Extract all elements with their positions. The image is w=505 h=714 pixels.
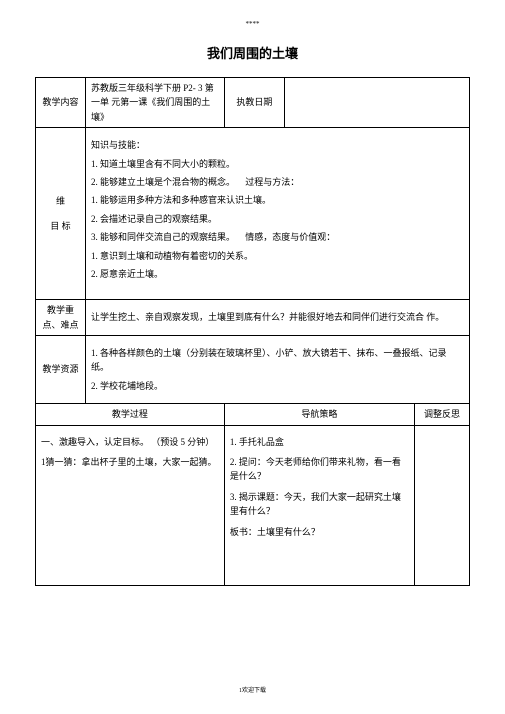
date-label: 执教日期 <box>224 78 284 128</box>
resource-content: 1. 各种各样颜色的土壤（分别装在玻璃杯里）、小铲、放大镜若干、抹布、一叠报纸、… <box>86 336 470 404</box>
process-label: 过程与方法： <box>245 177 299 187</box>
nav-content: 1. 手托礼品盒 2. 提问：今天老师给你们带来礼物，看一看是什么？ 3. 揭示… <box>224 425 414 585</box>
goal-item-5-text: 3. 能够和同伴交流自己的观察结果。 <box>91 232 235 242</box>
goals-label-2: 目 标 <box>41 219 80 233</box>
content-value: 苏教版三年级科学下册 P2- 3 第一单 元第一课《我们周围的土壤》 <box>86 78 225 128</box>
nav-item-1: 1. 手托礼品盒 <box>230 435 409 449</box>
goal-item-5: 3. 能够和同伴交流自己的观察结果。 情感，态度与价值观： <box>91 230 464 244</box>
goal-item-2-text: 2. 能够建立土壤是个混合物的概念。 <box>91 177 235 187</box>
nav-item-4: 板书：土壤里有什么？ <box>230 525 409 539</box>
nav-item-3: 3. 揭示课题：今天，我们大家一起研究土壤里有什么？ <box>230 490 409 519</box>
focus-content: 让学生挖土、亲自观察发现，土壤里到底有什么？并能很好地去和同伴们进行交流合 作。 <box>86 300 470 336</box>
goal-item-3: 1. 能够运用多种方法和多种感官来认识土壤。 <box>91 193 464 207</box>
goals-label-1: 维 <box>41 194 80 208</box>
goal-item-1: 1. 知道土壤里含有不同大小的颗粒。 <box>91 157 464 171</box>
resource-item-1: 1. 各种各样颜色的土壤（分别装在玻璃杯里）、小铲、放大镜若干、抹布、一叠报纸、… <box>91 346 464 375</box>
resource-label: 教学资源 <box>36 336 86 404</box>
process-content: 一、激趣导入，认定目标。 （预设 5 分钟） 1猜一猜：拿出杯子里的土壤，大家一… <box>36 425 225 585</box>
lesson-table: 教学内容 苏教版三年级科学下册 P2- 3 第一单 元第一课《我们周围的土壤》 … <box>35 77 470 586</box>
goals-content: 知识与技能： 1. 知道土壤里含有不同大小的颗粒。 2. 能够建立土壤是个混合物… <box>86 128 470 300</box>
header-process: 教学过程 <box>36 404 225 425</box>
adjust-content <box>415 425 470 585</box>
goal-item-4: 2. 会描述记录自己的观察结果。 <box>91 212 464 226</box>
header-nav: 导航策略 <box>224 404 414 425</box>
heading-knowledge: 知识与技能： <box>91 138 464 152</box>
goal-item-2: 2. 能够建立土壤是个混合物的概念。 过程与方法： <box>91 175 464 189</box>
process-step-2: 1猜一猜：拿出杯子里的土壤，大家一起猜。 <box>41 455 219 469</box>
focus-label: 教学重点、难点 <box>36 300 86 336</box>
goals-label: 维 目 标 <box>36 128 86 300</box>
attitude-label: 情感，态度与价值观： <box>245 232 335 242</box>
content-label: 教学内容 <box>36 78 86 128</box>
top-mark: **** <box>35 20 470 28</box>
nav-item-2: 2. 提问：今天老师给你们带来礼物，看一看是什么？ <box>230 455 409 484</box>
resource-item-2: 2. 学校花埔地段。 <box>91 379 464 393</box>
goal-item-6: 1. 意识到土壤和动植物有着密切的关系。 <box>91 249 464 263</box>
process-step-1: 一、激趣导入，认定目标。 （预设 5 分钟） <box>41 435 219 449</box>
header-adjust: 调整反思 <box>415 404 470 425</box>
page-title: 我们周围的土壤 <box>35 43 470 62</box>
goal-item-7: 2. 愿意亲近土壤。 <box>91 267 464 281</box>
page-footer: 1欢迎下载 <box>0 685 505 694</box>
date-value <box>284 78 469 128</box>
